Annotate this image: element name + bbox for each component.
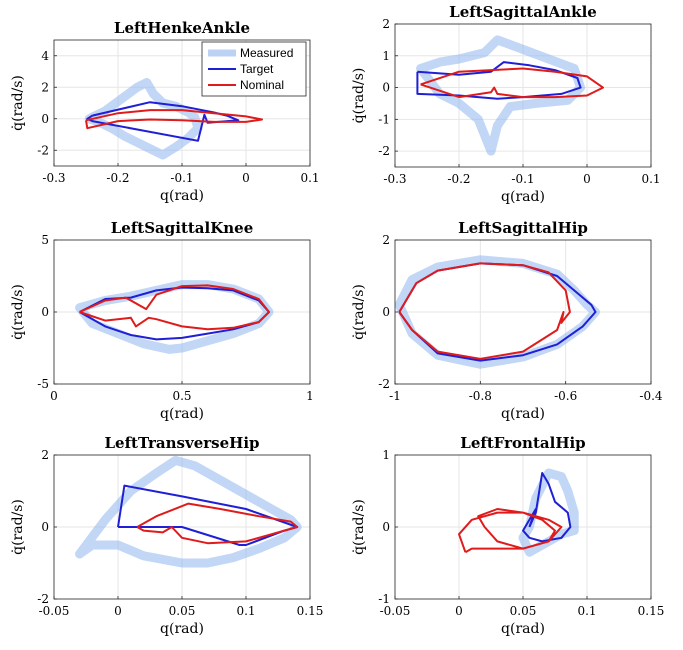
chart-panel-5: -0.05 0 0.05 0.1 0.15 -1 0 1 LeftFrontalHip q(rad… xyxy=(351,434,664,637)
legend-label-target: Target xyxy=(240,62,274,76)
series-nominal-line xyxy=(85,109,263,130)
x-tick-label: -0.8 xyxy=(469,389,492,403)
x-tick-label: 0 xyxy=(455,604,463,618)
y-tick-label: 2 xyxy=(41,80,49,94)
series-nominal-line xyxy=(458,508,563,554)
x-tick-label: 0.1 xyxy=(300,171,319,185)
x-tick-label: 0.1 xyxy=(577,604,596,618)
x-tick-label: -0.3 xyxy=(42,171,65,185)
chart-panel-1: -0.3 -0.2 -0.1 0 0.1 -2 -1 0 1 2 LeftSagittalAnkle… xyxy=(351,3,661,205)
y-tick-label: -5 xyxy=(37,377,49,391)
x-tick-label: 0.15 xyxy=(297,604,324,618)
series-target-line xyxy=(522,472,572,543)
y-axis-label: q̇(rad/s) xyxy=(351,284,367,340)
y-tick-label: -1 xyxy=(378,592,390,606)
x-tick-label: -0.3 xyxy=(383,172,406,186)
chart-title: LeftSagittalKnee xyxy=(111,219,254,237)
y-tick-label: 4 xyxy=(41,49,49,63)
x-tick-label: 0 xyxy=(583,172,591,186)
y-tick-label: 0 xyxy=(382,520,390,534)
chart-title: LeftHenkeAnkle xyxy=(114,19,250,37)
x-tick-label: 0.1 xyxy=(236,604,255,618)
chart-title: LeftFrontalHip xyxy=(460,434,585,452)
chart-panel-0: -0.3 -0.2 -0.1 0 0.1 -2 0 2 4 LeftHenkeAnkle q(rad… xyxy=(10,19,320,204)
x-axis-label: q(rad) xyxy=(160,621,204,637)
series-layer xyxy=(395,255,600,369)
x-axis-label: q(rad) xyxy=(501,406,545,422)
y-axis-label: q̇(rad/s) xyxy=(351,499,367,555)
y-tick-label: 0 xyxy=(41,305,49,319)
series-layer xyxy=(458,468,579,557)
x-tick-label: -0.2 xyxy=(106,171,129,185)
chart-title: LeftSagittalHip xyxy=(458,219,588,237)
y-tick-label: -2 xyxy=(37,592,49,606)
x-tick-label: -0.6 xyxy=(554,389,577,403)
x-tick-label: 0.15 xyxy=(638,604,665,618)
series-nominal-line xyxy=(79,284,270,331)
series-measured-line xyxy=(518,468,579,557)
y-tick-label: 2 xyxy=(382,233,390,247)
legend-label-measured: Measured xyxy=(240,46,293,60)
y-tick-label: -2 xyxy=(378,377,390,391)
x-tick-label: -0.4 xyxy=(639,389,663,403)
series-measured-line xyxy=(416,35,586,156)
chart-title: LeftSagittalAnkle xyxy=(449,3,597,21)
y-tick-label: 1 xyxy=(382,49,390,63)
x-axis-label: q(rad) xyxy=(160,406,204,422)
series-nominal-line xyxy=(136,502,299,545)
series-nominal-line xyxy=(398,262,571,360)
y-tick-label: -2 xyxy=(378,144,390,158)
y-tick-label: 1 xyxy=(382,448,390,462)
y-tick-label: 0 xyxy=(382,305,390,319)
y-tick-label: 5 xyxy=(41,233,49,247)
x-tick-label: -1 xyxy=(389,389,401,403)
y-tick-label: 0 xyxy=(382,81,390,95)
y-axis-label: q̇(rad/s) xyxy=(10,284,26,340)
x-tick-label: 0.05 xyxy=(169,604,196,618)
x-tick-label: 0.5 xyxy=(172,389,191,403)
y-axis-label: q̇(rad/s) xyxy=(10,75,26,131)
y-tick-label: -2 xyxy=(37,143,49,157)
x-axis-label: q(rad) xyxy=(501,189,545,205)
series-measured-line xyxy=(84,78,203,160)
y-tick-label: 2 xyxy=(382,17,390,31)
chart-panel-3: -1 -0.8 -0.6 -0.4 -2 0 2 LeftSagittalHip q(rad) q… xyxy=(351,219,663,422)
legend: Measured Target Nominal xyxy=(201,41,307,97)
x-axis-label: q(rad) xyxy=(160,188,204,204)
x-tick-label: 0.1 xyxy=(641,172,660,186)
series-layer xyxy=(416,35,604,156)
y-tick-label: -1 xyxy=(378,112,390,126)
x-tick-label: -0.05 xyxy=(380,604,411,618)
x-tick-label: 1 xyxy=(306,389,314,403)
x-tick-label: -0.1 xyxy=(170,171,193,185)
series-measured-line xyxy=(395,255,600,369)
series-nominal-line xyxy=(420,67,604,99)
x-tick-label: -0.05 xyxy=(39,604,70,618)
x-tick-label: -0.2 xyxy=(447,172,470,186)
x-tick-label: -0.1 xyxy=(511,172,534,186)
x-tick-label: 0.05 xyxy=(510,604,537,618)
y-axis-label: q̇(rad/s) xyxy=(10,499,26,555)
y-tick-label: 0 xyxy=(41,520,49,534)
chart-title: LeftTransverseHip xyxy=(104,434,259,452)
x-axis-label: q(rad) xyxy=(501,621,545,637)
y-tick-label: 0 xyxy=(41,112,49,126)
legend-label-nominal: Nominal xyxy=(240,78,284,92)
x-tick-label: 0 xyxy=(242,171,250,185)
y-tick-label: 2 xyxy=(41,448,49,462)
series-layer xyxy=(75,280,274,354)
chart-panel-4: -0.05 0 0.05 0.1 0.15 -2 0 2 LeftTransverseHip q(… xyxy=(10,434,323,637)
x-tick-label: 0 xyxy=(114,604,122,618)
series-layer xyxy=(84,78,263,160)
y-axis-label: q̇(rad/s) xyxy=(351,68,367,124)
x-tick-label: 0 xyxy=(50,389,58,403)
series-layer xyxy=(75,455,302,568)
